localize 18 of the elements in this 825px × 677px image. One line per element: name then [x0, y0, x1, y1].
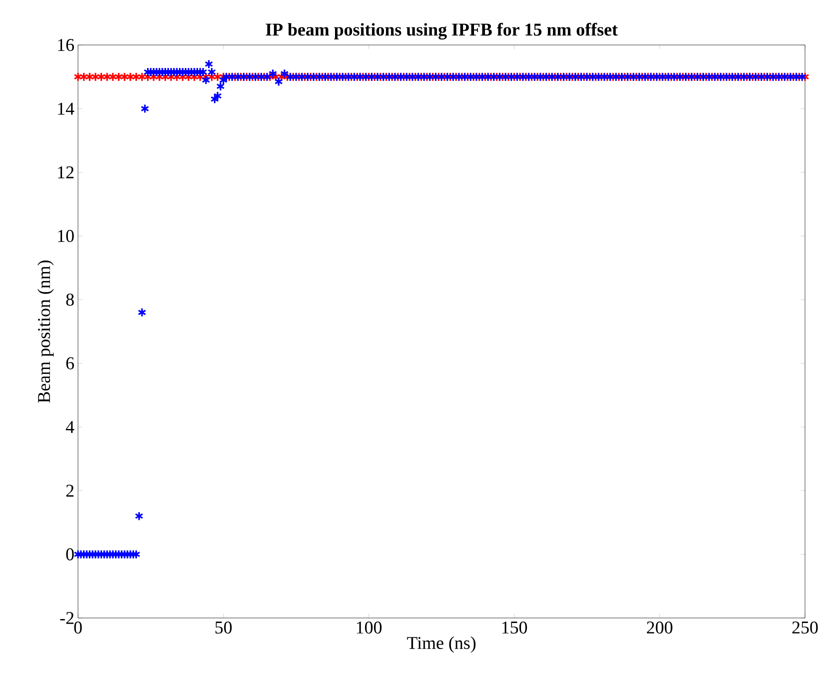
y-tick-label: 6 — [66, 357, 74, 370]
chart-title: IP beam positions using IPFB for 15 nm offset — [266, 22, 618, 40]
y-tick-label: 16 — [58, 38, 74, 52]
y-tick-label: -2 — [60, 612, 74, 624]
x-tick-label: 250 — [792, 622, 818, 634]
x-tick-label: 50 — [215, 622, 232, 634]
y-tick-label: 12 — [58, 166, 74, 178]
y-tick-label: 14 — [58, 102, 74, 115]
y-tick-label: 10 — [58, 230, 74, 242]
y-tick-label: 8 — [66, 294, 74, 306]
x-axis-title: Time (ns) — [407, 636, 476, 653]
y-tick-label: 4 — [66, 421, 74, 433]
x-tick-label: 100 — [356, 622, 382, 634]
x-tick-label: 150 — [502, 622, 527, 634]
y-axis-title: Beam position (nm) — [37, 260, 54, 403]
x-tick-label: 200 — [646, 622, 672, 634]
y-tick-label: 2 — [66, 484, 74, 497]
y-tick-label: 0 — [66, 548, 74, 560]
